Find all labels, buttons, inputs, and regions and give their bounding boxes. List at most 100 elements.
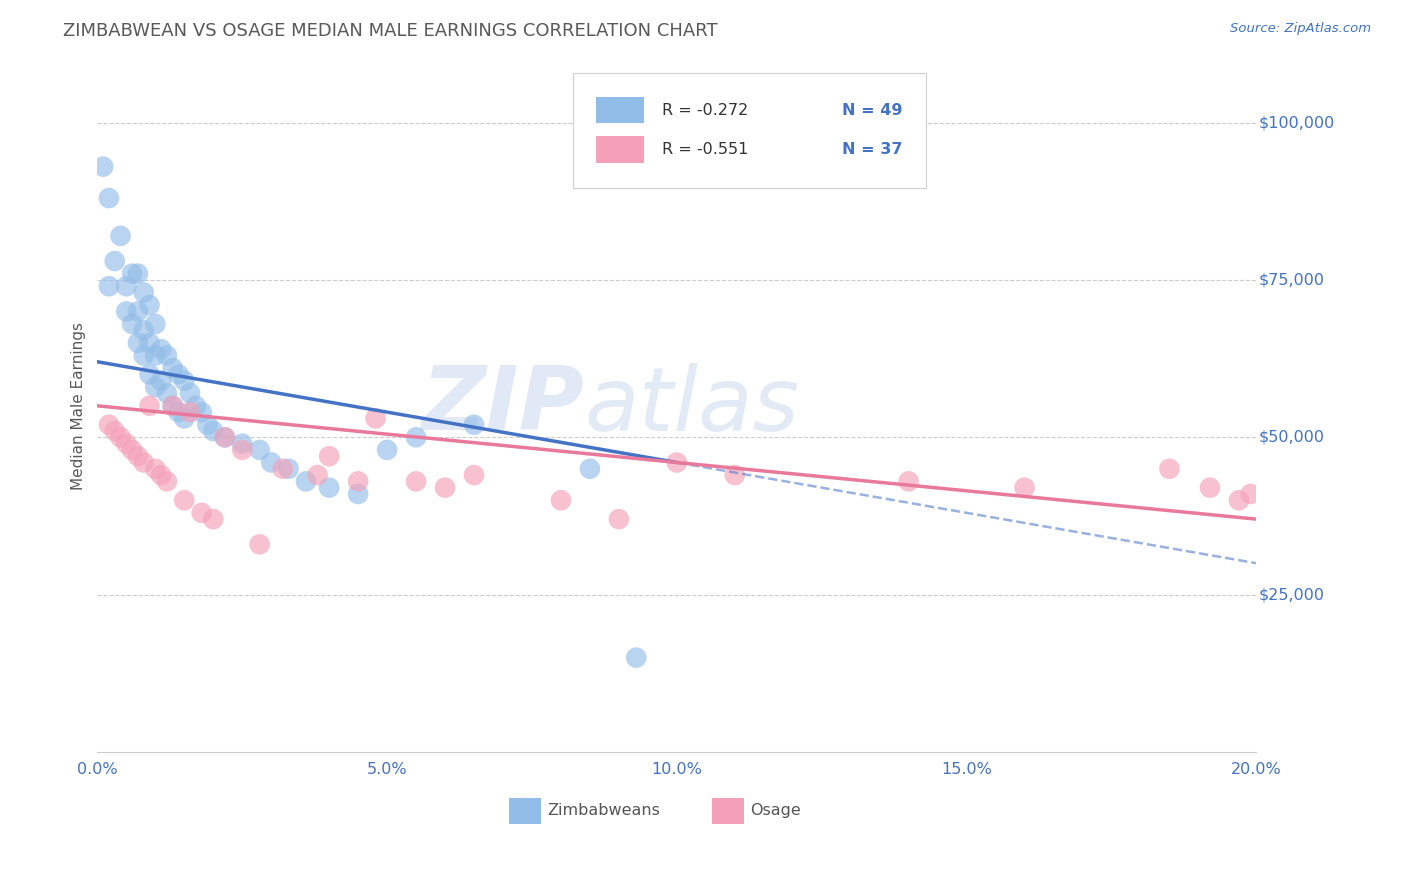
Point: [197, 417, 219, 432]
Point: [97, 417, 120, 432]
Point: [626, 650, 648, 665]
Point: [271, 462, 294, 476]
Point: [1014, 481, 1036, 495]
Point: [127, 335, 149, 350]
Text: $75,000: $75,000: [1258, 272, 1324, 287]
Point: [138, 298, 160, 312]
Text: atlas: atlas: [583, 363, 799, 449]
Point: [127, 267, 149, 281]
Point: [202, 512, 225, 526]
Point: [143, 349, 166, 363]
Point: [1227, 493, 1250, 508]
Point: [231, 436, 253, 450]
Point: [121, 267, 143, 281]
Point: [91, 160, 114, 174]
Bar: [596, 136, 644, 162]
Text: R = -0.551: R = -0.551: [662, 142, 748, 157]
Point: [132, 323, 155, 337]
Point: [295, 475, 318, 489]
Point: [110, 228, 132, 243]
Point: [150, 342, 173, 356]
Text: Source: ZipAtlas.com: Source: ZipAtlas.com: [1230, 22, 1371, 36]
Point: [214, 430, 236, 444]
Point: [162, 399, 184, 413]
Point: [375, 442, 398, 457]
Point: [579, 462, 602, 476]
Point: [110, 430, 132, 444]
Text: ZIMBABWEAN VS OSAGE MEDIAN MALE EARNINGS CORRELATION CHART: ZIMBABWEAN VS OSAGE MEDIAN MALE EARNINGS…: [63, 22, 718, 40]
Text: N = 49: N = 49: [842, 103, 903, 118]
Point: [179, 386, 201, 401]
Point: [277, 462, 299, 476]
Point: [127, 304, 149, 318]
Point: [143, 462, 166, 476]
Point: [364, 411, 387, 425]
Text: $50,000: $50,000: [1258, 430, 1324, 445]
Point: [156, 349, 179, 363]
Point: [202, 424, 225, 438]
Point: [190, 405, 212, 419]
Point: [214, 430, 236, 444]
Point: [162, 361, 184, 376]
Point: [724, 468, 747, 483]
Point: [97, 191, 120, 205]
Point: [231, 442, 253, 457]
Y-axis label: Median Male Earnings: Median Male Earnings: [72, 322, 86, 490]
Text: R = -0.272: R = -0.272: [662, 103, 748, 118]
Point: [897, 475, 920, 489]
Point: [132, 285, 155, 300]
Text: $25,000: $25,000: [1258, 587, 1324, 602]
Bar: [711, 797, 744, 824]
Point: [184, 399, 207, 413]
Text: ZIP: ZIP: [422, 362, 583, 450]
Point: [307, 468, 329, 483]
Point: [121, 442, 143, 457]
Point: [150, 374, 173, 388]
Point: [115, 279, 138, 293]
Point: [190, 506, 212, 520]
Point: [104, 254, 127, 268]
Point: [167, 368, 190, 382]
Point: [347, 487, 370, 501]
Point: [179, 405, 201, 419]
Point: [156, 386, 179, 401]
Point: [173, 374, 195, 388]
Point: [104, 424, 127, 438]
Point: [405, 475, 427, 489]
Point: [550, 493, 572, 508]
Point: [150, 468, 173, 483]
FancyBboxPatch shape: [572, 73, 927, 187]
Point: [115, 436, 138, 450]
Bar: [509, 797, 541, 824]
Point: [260, 455, 283, 469]
Text: Osage: Osage: [749, 804, 800, 818]
Bar: [596, 97, 644, 123]
Point: [173, 411, 195, 425]
Text: N = 37: N = 37: [842, 142, 903, 157]
Point: [121, 317, 143, 331]
Point: [138, 335, 160, 350]
Point: [318, 481, 340, 495]
Point: [347, 475, 370, 489]
Point: [167, 405, 190, 419]
Point: [132, 455, 155, 469]
Point: [143, 380, 166, 394]
Point: [463, 468, 485, 483]
Point: [665, 455, 688, 469]
Point: [1239, 487, 1261, 501]
Point: [143, 317, 166, 331]
Point: [249, 442, 271, 457]
Point: [249, 537, 271, 551]
Point: [463, 417, 485, 432]
Point: [138, 368, 160, 382]
Point: [138, 399, 160, 413]
Text: Zimbabweans: Zimbabweans: [547, 804, 659, 818]
Point: [318, 449, 340, 463]
Point: [115, 304, 138, 318]
Text: $100,000: $100,000: [1258, 115, 1334, 130]
Point: [405, 430, 427, 444]
Point: [434, 481, 457, 495]
Point: [97, 279, 120, 293]
Point: [162, 399, 184, 413]
Point: [173, 493, 195, 508]
